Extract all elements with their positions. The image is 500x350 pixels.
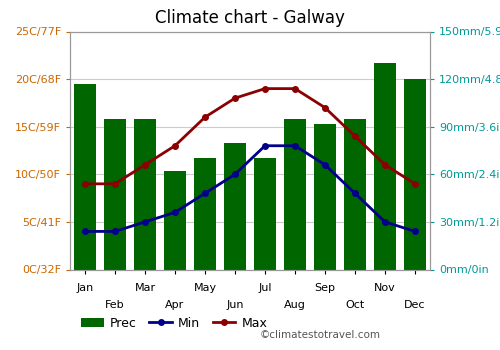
Bar: [224, 142, 246, 270]
Text: Dec: Dec: [404, 300, 426, 310]
Bar: [404, 79, 426, 270]
Text: Oct: Oct: [346, 300, 364, 310]
Text: ©climatestotravel.com: ©climatestotravel.com: [260, 329, 381, 340]
Text: May: May: [194, 284, 216, 293]
Bar: [284, 119, 306, 270]
Text: Apr: Apr: [166, 300, 184, 310]
Text: Aug: Aug: [284, 300, 306, 310]
Legend: Prec, Min, Max: Prec, Min, Max: [76, 312, 272, 335]
Text: Jun: Jun: [226, 300, 244, 310]
Text: Nov: Nov: [374, 284, 396, 293]
Bar: [74, 84, 96, 270]
Bar: [104, 119, 126, 270]
Text: Jul: Jul: [258, 284, 272, 293]
Text: Feb: Feb: [105, 300, 125, 310]
Bar: [374, 63, 396, 270]
Bar: [134, 119, 156, 270]
Bar: [254, 159, 276, 270]
Bar: [194, 159, 216, 270]
Bar: [344, 119, 366, 270]
Bar: [164, 171, 186, 270]
Text: Mar: Mar: [134, 284, 156, 293]
Text: Jan: Jan: [76, 284, 94, 293]
Text: Sep: Sep: [314, 284, 336, 293]
Bar: [314, 124, 336, 270]
Title: Climate chart - Galway: Climate chart - Galway: [155, 9, 345, 27]
